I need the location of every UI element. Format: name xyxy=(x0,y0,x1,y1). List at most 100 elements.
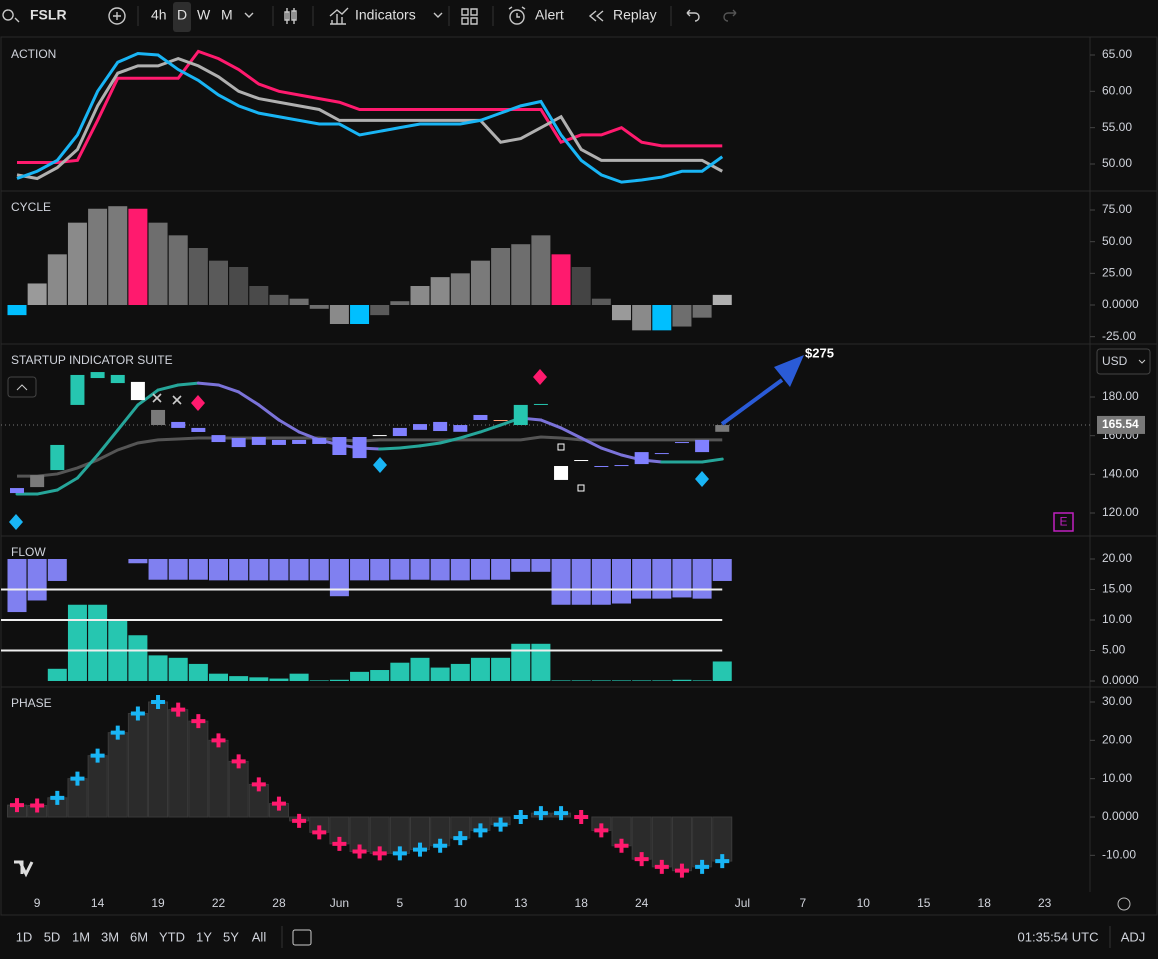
redo[interactable] xyxy=(723,9,737,22)
flow-upper-bar xyxy=(148,558,168,580)
replay[interactable]: Replay xyxy=(613,7,657,23)
flow-upper-bar xyxy=(168,558,188,580)
flow-lower-bar xyxy=(209,673,228,681)
action-line xyxy=(17,49,723,165)
y-tick-label: 55.00 xyxy=(1102,120,1132,134)
phase-marker xyxy=(130,706,145,721)
date-range[interactable] xyxy=(292,929,312,946)
range-button[interactable]: 1D xyxy=(16,929,33,944)
target-arrow xyxy=(720,378,784,426)
flow-upper-bar xyxy=(551,558,571,605)
interval[interactable]: M xyxy=(221,7,233,23)
interval[interactable]: W xyxy=(197,7,211,23)
candle xyxy=(453,425,468,432)
flow-lower-bar xyxy=(652,680,672,681)
x-tick-label: 7 xyxy=(800,896,807,910)
range-button[interactable]: YTD xyxy=(159,929,185,944)
candle xyxy=(292,439,307,444)
range-button[interactable]: 5D xyxy=(44,929,61,944)
candle xyxy=(513,404,528,426)
sell-signal xyxy=(533,369,547,385)
dropdown[interactable] xyxy=(244,12,254,18)
range-button[interactable]: 6M xyxy=(130,929,148,944)
phase-bar xyxy=(168,709,189,818)
trend-segment xyxy=(217,383,241,394)
phase-bar xyxy=(188,720,209,818)
y-tick-label: 120.00 xyxy=(1102,505,1139,519)
phase-marker xyxy=(554,806,569,821)
flow-lower-bar xyxy=(289,673,309,681)
undo[interactable] xyxy=(686,9,700,22)
earnings-text: E xyxy=(1059,515,1067,529)
indicators-icon xyxy=(329,7,349,25)
x-tick-label: 9 xyxy=(34,896,41,910)
collapse-button[interactable] xyxy=(7,376,37,398)
trend-segment xyxy=(539,418,563,430)
candle xyxy=(715,425,730,432)
interval[interactable]: D xyxy=(177,7,187,23)
cycle-bar xyxy=(491,248,511,305)
earnings-badge[interactable] xyxy=(1053,512,1074,532)
y-tick-label: 5.00 xyxy=(1102,643,1126,657)
symbol[interactable]: FSLR xyxy=(30,7,67,23)
interval[interactable]: 4h xyxy=(151,7,167,23)
trend-segment xyxy=(559,426,583,440)
add-symbol[interactable] xyxy=(108,7,126,25)
x-tick-label: 23 xyxy=(1038,896,1052,910)
candle xyxy=(392,427,407,437)
y-tick-label: 20.00 xyxy=(1102,733,1132,747)
trend-segment xyxy=(257,403,281,422)
y-tick-label: 10.00 xyxy=(1102,771,1132,785)
flow-upper-bar xyxy=(712,558,732,581)
trend-segment xyxy=(75,453,100,480)
flow-upper-bar xyxy=(188,558,208,580)
flow-lower-bar xyxy=(712,661,732,681)
panel-title: ACTION xyxy=(11,47,56,61)
candle xyxy=(493,420,508,422)
currency-select[interactable] xyxy=(1096,348,1151,375)
flow-lower-bar xyxy=(47,668,67,681)
range-button[interactable]: 5Y xyxy=(223,929,239,944)
candle xyxy=(413,424,427,430)
range-button[interactable]: 1M xyxy=(72,929,90,944)
flow-upper-bar xyxy=(430,558,450,581)
cycle-bar xyxy=(551,254,571,305)
phase-bar xyxy=(127,712,148,818)
flow-lower-bar xyxy=(148,655,168,681)
templates[interactable] xyxy=(461,8,478,25)
candle xyxy=(574,460,589,462)
flow-upper-bar xyxy=(511,558,531,572)
cycle-bar xyxy=(67,222,87,305)
range-button[interactable]: 1Y xyxy=(196,929,212,944)
range-button[interactable]: 3M xyxy=(101,929,119,944)
phase-bar xyxy=(651,816,672,868)
settings[interactable] xyxy=(1117,897,1131,911)
trend-segment xyxy=(35,488,59,496)
flow-upper-bar xyxy=(309,558,329,581)
alert[interactable]: Alert xyxy=(535,7,564,23)
flow-lower-bar xyxy=(511,643,531,681)
dropdown[interactable] xyxy=(433,12,443,18)
chart-type[interactable] xyxy=(284,8,297,24)
flow-lower-bar xyxy=(370,670,390,681)
target-label: $275 xyxy=(805,345,834,360)
buy-signal xyxy=(9,514,23,530)
phase-bar xyxy=(228,760,249,818)
flow-upper-bar xyxy=(652,558,672,599)
flow-upper-bar xyxy=(27,558,47,601)
phase-marker xyxy=(413,842,427,857)
phase-marker xyxy=(453,831,468,846)
x-tick-label: 22 xyxy=(212,896,226,910)
last-price-label: 165.54 xyxy=(1102,417,1139,431)
trend-segment xyxy=(599,446,623,457)
candle xyxy=(130,381,145,401)
flow-lower-bar xyxy=(551,680,571,681)
adjust[interactable]: ADJ xyxy=(1121,929,1146,944)
indicators[interactable]: Indicators xyxy=(355,7,416,23)
phase-marker xyxy=(533,806,548,821)
range-button[interactable]: All xyxy=(252,929,267,944)
trend-segment xyxy=(458,430,482,440)
y-tick-label: 75.00 xyxy=(1102,202,1132,216)
flow-lower-bar xyxy=(390,662,410,681)
phase-bar xyxy=(87,755,108,818)
